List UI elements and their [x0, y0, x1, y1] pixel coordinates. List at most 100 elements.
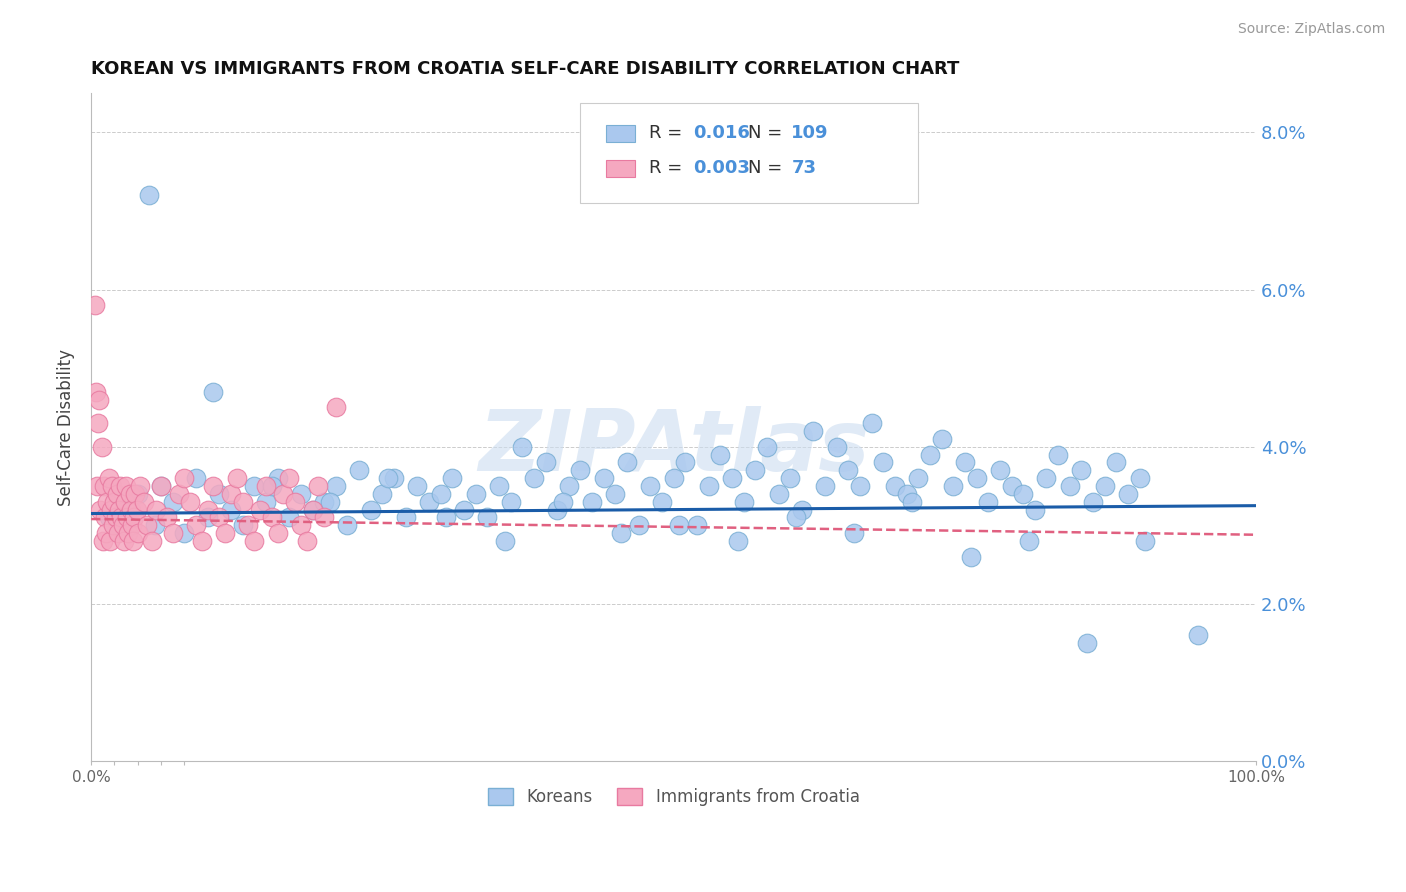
Point: [202, 479, 225, 493]
Point: [122, 534, 145, 549]
Point: [184, 471, 207, 485]
Point: [382, 471, 405, 485]
Point: [103, 518, 125, 533]
Point: [1047, 448, 1070, 462]
Point: [179, 494, 201, 508]
Point: [1059, 479, 1081, 493]
Point: [266, 471, 288, 485]
Text: 109: 109: [792, 124, 828, 142]
Point: [488, 479, 510, 493]
Point: [301, 502, 323, 516]
Point: [127, 526, 149, 541]
Point: [436, 510, 458, 524]
Point: [721, 471, 744, 485]
Point: [115, 479, 138, 493]
Text: R =: R =: [650, 159, 688, 177]
Point: [254, 479, 277, 493]
Point: [907, 471, 929, 485]
Text: Source: ZipAtlas.com: Source: ZipAtlas.com: [1237, 22, 1385, 37]
Point: [686, 518, 709, 533]
Legend: Koreans, Immigrants from Croatia: Koreans, Immigrants from Croatia: [481, 781, 866, 813]
Point: [120, 502, 142, 516]
Point: [167, 487, 190, 501]
Point: [232, 494, 254, 508]
Point: [314, 510, 336, 524]
Point: [150, 479, 173, 493]
Point: [197, 502, 219, 516]
Point: [1116, 487, 1139, 501]
Point: [150, 479, 173, 493]
Point: [785, 510, 807, 524]
Point: [744, 463, 766, 477]
Point: [173, 526, 195, 541]
Point: [98, 534, 121, 549]
Point: [1094, 479, 1116, 493]
Point: [143, 518, 166, 533]
Point: [290, 518, 312, 533]
Point: [243, 534, 266, 549]
Text: N =: N =: [748, 124, 789, 142]
Point: [86, 479, 108, 493]
Point: [755, 440, 778, 454]
Point: [97, 510, 120, 524]
FancyBboxPatch shape: [606, 125, 636, 142]
Point: [260, 510, 283, 524]
Point: [219, 487, 242, 501]
Point: [90, 440, 112, 454]
Point: [325, 401, 347, 415]
Point: [97, 471, 120, 485]
Point: [371, 487, 394, 501]
Point: [238, 518, 260, 533]
Point: [510, 440, 533, 454]
FancyBboxPatch shape: [581, 103, 918, 203]
Point: [290, 487, 312, 501]
Point: [406, 479, 429, 493]
Point: [100, 502, 122, 516]
Point: [114, 494, 136, 508]
Point: [249, 502, 271, 516]
Point: [551, 494, 574, 508]
Point: [319, 494, 342, 508]
Point: [314, 494, 336, 508]
Point: [1105, 455, 1128, 469]
Point: [112, 534, 135, 549]
Point: [118, 487, 141, 501]
Point: [966, 471, 988, 485]
Point: [360, 502, 382, 516]
Point: [105, 487, 128, 501]
Point: [145, 502, 167, 516]
Point: [616, 455, 638, 469]
Point: [110, 510, 132, 524]
Point: [87, 416, 110, 430]
Y-axis label: Self-Care Disability: Self-Care Disability: [58, 349, 75, 506]
Point: [191, 534, 214, 549]
Point: [184, 518, 207, 533]
Point: [197, 510, 219, 524]
Point: [662, 471, 685, 485]
Point: [1135, 534, 1157, 549]
Point: [849, 479, 872, 493]
Point: [273, 487, 295, 501]
Point: [825, 440, 848, 454]
Point: [101, 479, 124, 493]
Text: 0.003: 0.003: [693, 159, 751, 177]
Point: [651, 494, 673, 508]
Point: [860, 416, 883, 430]
Point: [640, 479, 662, 493]
Point: [569, 463, 592, 477]
Point: [534, 455, 557, 469]
Point: [1070, 463, 1092, 477]
Point: [124, 487, 146, 501]
Point: [202, 384, 225, 399]
Point: [429, 487, 451, 501]
Text: 0.016: 0.016: [693, 124, 751, 142]
Point: [803, 424, 825, 438]
Point: [768, 487, 790, 501]
Point: [1024, 502, 1046, 516]
Point: [254, 494, 277, 508]
Point: [1076, 636, 1098, 650]
Point: [138, 188, 160, 202]
Point: [162, 526, 184, 541]
Point: [243, 479, 266, 493]
Point: [156, 510, 179, 524]
